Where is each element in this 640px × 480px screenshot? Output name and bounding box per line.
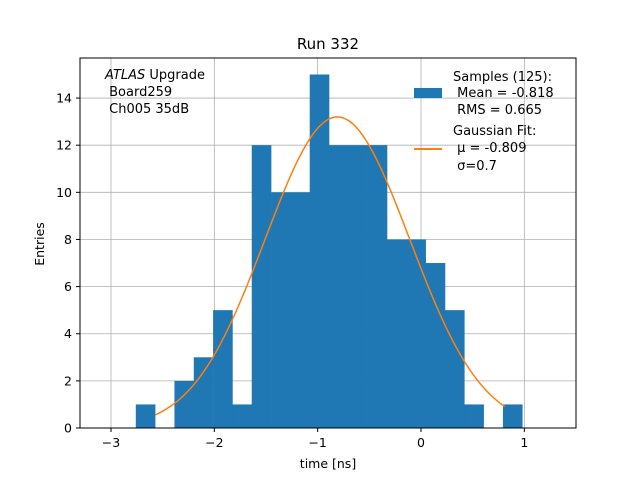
upgrade-label: Upgrade (145, 68, 205, 83)
x-tick-label: 1 (520, 435, 528, 450)
chart-title: Run 332 (297, 35, 359, 53)
histogram-bar (444, 310, 465, 428)
histogram-bars (135, 74, 523, 428)
x-axis-label: time [ns] (300, 456, 356, 471)
histogram-bar (406, 239, 426, 428)
y-axis-label: Entries (32, 222, 47, 266)
y-tick-label: 4 (64, 326, 72, 341)
y-tick-label: 2 (64, 373, 72, 388)
y-tick-label: 14 (56, 91, 72, 106)
annotation-title: ATLAS Upgrade (104, 68, 205, 83)
histogram-bar (309, 74, 330, 428)
legend-samples-title: Samples (125): (453, 70, 552, 85)
histogram-bar (387, 239, 407, 428)
legend-samples-swatch (414, 88, 442, 98)
histogram-bar (193, 357, 214, 428)
annotation-board: Board259 (105, 85, 172, 100)
legend-fit-mu: μ = -0.809 (453, 141, 526, 156)
legend-samples-rms: RMS = 0.665 (453, 103, 542, 118)
histogram-bar (502, 404, 523, 428)
y-tick-label: 10 (56, 185, 72, 200)
y-tick-label: 6 (64, 279, 72, 294)
atlas-label: ATLAS (104, 68, 145, 83)
legend-fit-title: Gaussian Fit: (453, 124, 536, 139)
histogram-bar (425, 263, 446, 428)
y-tick-label: 12 (56, 138, 72, 153)
annotation-channel: Ch005 35dB (105, 102, 189, 117)
histogram-bar (251, 145, 272, 428)
histogram-bar (174, 380, 195, 428)
histogram-bar (135, 404, 156, 428)
histogram-bar (367, 145, 388, 428)
histogram-bar (271, 192, 291, 428)
legend-samples-mean: Mean = -0.818 (453, 86, 554, 101)
histogram-bar (348, 145, 368, 428)
x-tick-label: −1 (308, 435, 326, 450)
legend-fit-sigma: σ=0.7 (453, 159, 497, 174)
x-tick-label: −3 (102, 435, 120, 450)
run-annotation: ATLAS Upgrade Board259 Ch005 35dB (104, 68, 205, 117)
histogram-bar (290, 192, 311, 428)
histogram-bar (464, 404, 484, 428)
x-tick-label: −2 (205, 435, 223, 450)
histogram-bar (329, 145, 349, 428)
histogram-bar (213, 310, 233, 428)
x-tick-label: 0 (417, 435, 425, 450)
histogram-bar (232, 404, 253, 428)
gaussian-fit-line (155, 116, 506, 416)
y-tick-label: 8 (64, 232, 72, 247)
legend: Samples (125): Mean = -0.818 RMS = 0.665… (414, 70, 554, 174)
plot-frame (79, 57, 577, 429)
y-tick-label: 0 (64, 421, 72, 436)
